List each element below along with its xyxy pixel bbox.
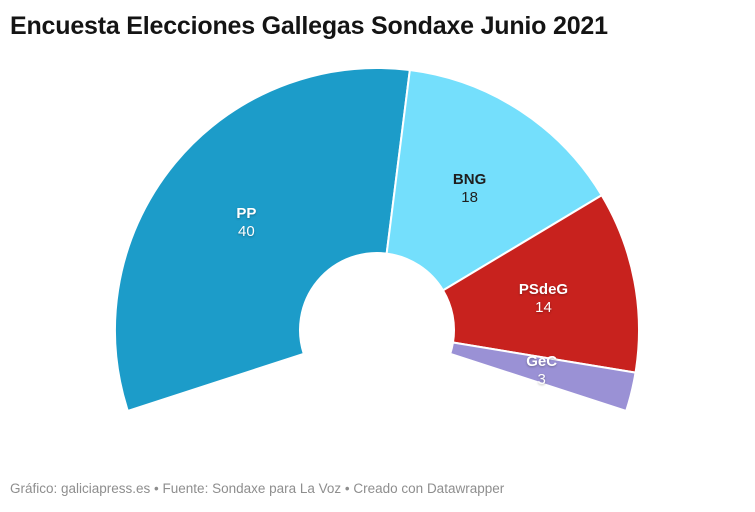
slice-bng[interactable]	[385, 69, 603, 292]
slice-pp[interactable]	[114, 67, 411, 412]
slice-value-pp: 40	[238, 223, 255, 240]
slice-gec[interactable]	[449, 341, 637, 412]
chart-title: Encuesta Elecciones Gallegas Sondaxe Jun…	[10, 12, 608, 40]
slice-label-pp: PP	[236, 205, 256, 222]
slice-psdeg[interactable]	[442, 194, 640, 374]
slice-label-bng: BNG	[453, 171, 486, 188]
slice-value-psdeg: 14	[535, 299, 552, 316]
chart-attribution: Gráfico: galiciapress.es • Fuente: Sonda…	[10, 481, 505, 496]
slice-value-bng: 18	[461, 189, 478, 206]
slice-label-psdeg: PSdeG	[519, 281, 568, 298]
slice-label-gec: GeC	[526, 353, 557, 370]
slice-value-gec: 3	[538, 371, 546, 388]
